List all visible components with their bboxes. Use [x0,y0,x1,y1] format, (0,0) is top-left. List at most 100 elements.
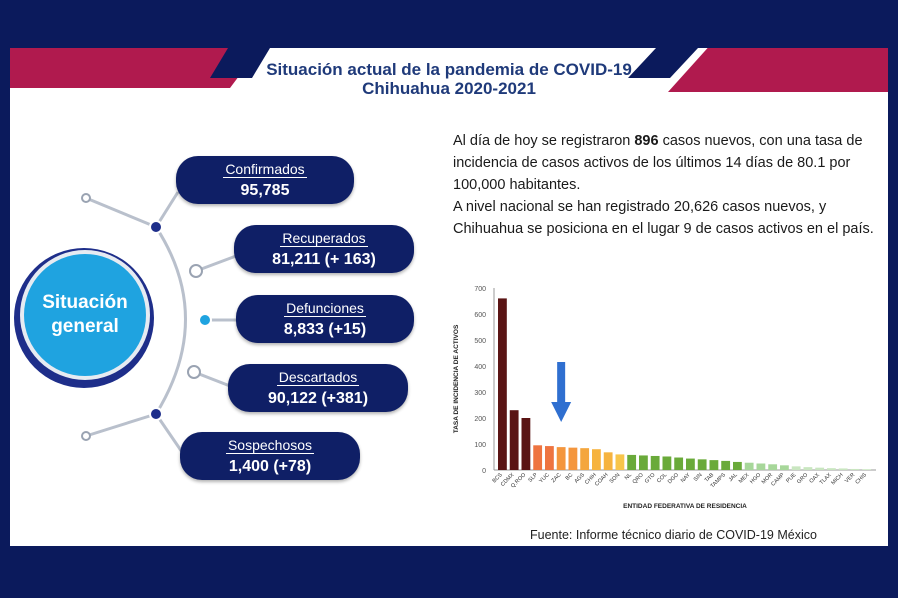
x-tick-label: COL [656,472,668,484]
connector-node [81,193,91,203]
bar [592,449,601,470]
bar [791,466,801,470]
stat-value: 90,122 (+381) [267,390,369,407]
x-tick-label: COAH [594,472,609,487]
y-tick-label: 500 [474,338,486,345]
connector-node [149,407,163,421]
bar [498,298,507,470]
source-note: Fuente: Informe técnico diario de COVID-… [530,528,817,542]
page-title: Situación actual de la pandemia de COVID… [266,60,632,79]
bar [568,447,578,470]
bar [627,454,637,470]
x-axis-label: ENTIDAD FEDERATIVA DE RESIDENCIA [623,503,747,510]
x-tick-label: DGO [667,472,681,486]
bar [803,467,813,470]
bar [521,418,531,470]
stat-label: Defunciones [284,300,366,317]
situation-label-line2: general [51,316,119,337]
bar [850,468,860,470]
connector-arc [154,226,187,415]
stat-label: Sospechosos [225,437,315,454]
bar [733,461,742,470]
y-tick-label: 700 [474,286,486,293]
bar [650,455,660,470]
bar [580,448,590,470]
x-tick-label: HGO [749,472,763,486]
stat-value: 95,785 [240,182,290,199]
stat-defunciones: Defunciones 8,833 (+15) [236,295,414,343]
bar [709,460,719,470]
bar [686,458,695,470]
x-tick-label: BC [565,472,575,482]
incidence-chart: 0 100 200 300 400 500 600 700 BCS CDMX Q.ROO SLP YUC… [446,280,882,518]
footer-band [0,546,898,598]
info-paragraph-1: Al día de hoy se registraron 896 casos n… [453,130,878,196]
stat-value: 1,400 (+78) [228,458,312,475]
x-tick-label: JAL [728,472,739,483]
highlight-arrow-shaft [557,362,566,402]
stat-descartados: Descartados 90,122 (+381) [228,364,408,412]
stat-confirmados: Confirmados 95,785 [176,156,354,204]
connector-node [187,365,201,379]
connector-node [149,220,163,234]
x-tick-label: MICH [830,472,844,486]
bar [545,446,554,470]
x-tick-label: GTO [644,472,657,485]
stat-label: Descartados [276,369,360,386]
bar [768,464,778,470]
bar [862,469,872,470]
x-tick-label: CAMP [770,472,786,488]
bar [721,460,731,470]
connector-node [189,264,203,278]
x-tick-label: GRO [796,472,810,486]
x-tick-label: MEX [738,472,751,485]
bar [827,468,836,470]
x-tick-label: TAB [704,472,716,484]
connector-line-1 [85,196,157,229]
decor-band-right [668,48,888,92]
x-tick-label: NAY [680,472,692,484]
stat-recuperados: Recuperados 81,211 (+ 163) [234,225,414,273]
info-text: Al día de hoy se registraron 896 casos n… [453,130,878,240]
stat-label: Recuperados [280,230,368,247]
x-tick-label: PUE [785,472,797,484]
bar [556,447,566,470]
stat-value: 81,211 (+ 163) [272,251,376,268]
connector-line-4 [195,254,237,273]
bar [815,467,825,470]
y-axis-label: TASA DE INCIDENCIA DE ACTIVOS [453,324,460,433]
stat-label: Confirmados [223,161,307,178]
y-tick-label: 0 [482,468,486,475]
page-subtitle: Chihuahua 2020-2021 [362,79,536,98]
bar [674,457,684,470]
connector-line-7 [154,413,184,453]
stat-value: 8,833 (+15) [283,321,367,338]
bar [697,459,707,470]
connector-node [81,431,91,441]
info-text-segment: casos nuevos, con una tasa de incidencia… [453,133,863,193]
x-tick-label: QRO [632,472,646,486]
situation-circle: Situación general [24,254,146,376]
bar [744,462,754,470]
info-text-segment: Al día de hoy se registraron [453,133,635,149]
x-tick-label: CHIS [855,472,869,486]
x-tick-label: SIN [693,472,704,483]
bar [509,410,519,470]
info-paragraph-2: A nivel nacional se han registrado 20,62… [453,199,874,237]
y-tick-label: 300 [474,390,486,397]
x-tick-label: YUC [538,472,550,484]
bar [838,468,848,470]
bar [756,463,766,470]
bar [603,452,613,470]
bar [615,454,625,470]
info-new-cases: 896 [634,133,659,149]
x-tick-label: NL [624,472,633,481]
connector-line-2 [85,412,157,438]
y-tick-label: 200 [474,416,486,423]
bar [533,445,543,470]
bar [639,455,648,470]
x-tick-label: SON [609,472,622,485]
situation-label-line1: Situación [42,292,128,313]
